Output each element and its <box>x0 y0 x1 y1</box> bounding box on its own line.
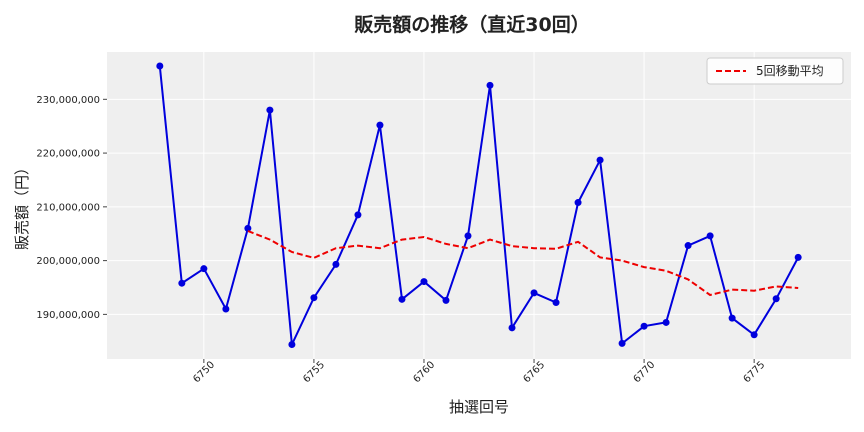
y-tick-label: 210,000,000 <box>36 202 100 213</box>
series-layer <box>156 62 802 349</box>
data-point <box>200 265 208 273</box>
data-point <box>376 121 384 129</box>
data-point <box>772 295 780 303</box>
x-tick-label: 6770 <box>632 359 658 385</box>
x-tick-label: 6765 <box>521 359 547 385</box>
data-point <box>244 224 252 232</box>
data-point <box>354 211 362 219</box>
data-point <box>310 294 318 302</box>
data-point <box>288 340 296 348</box>
data-point <box>750 331 758 339</box>
data-point <box>662 318 670 326</box>
chart-title: 販売額の推移（直近30回） <box>354 13 589 36</box>
x-tick-label: 6755 <box>301 359 327 385</box>
y-tick-label: 190,000,000 <box>36 310 100 321</box>
x-tick-label: 6760 <box>411 359 437 385</box>
data-point <box>530 289 538 297</box>
data-point <box>442 296 450 304</box>
data-point <box>420 278 428 286</box>
data-point <box>794 253 802 261</box>
legend: 5回移動平均 <box>706 57 844 85</box>
plot-area <box>107 52 851 359</box>
series-line-sales <box>158 65 800 349</box>
y-axis-label: 販売額（円） <box>13 160 31 250</box>
data-point <box>398 295 406 303</box>
data-point <box>640 322 648 330</box>
y-tick-label: 230,000,000 <box>36 95 100 106</box>
legend-label-moving-average: 5回移動平均 <box>756 64 824 78</box>
data-point <box>552 299 560 307</box>
data-point <box>156 62 164 70</box>
data-point <box>684 242 692 250</box>
data-point <box>596 156 604 164</box>
data-point <box>706 232 714 240</box>
y-tick-label: 220,000,000 <box>36 149 100 160</box>
data-point <box>266 106 274 114</box>
data-point <box>574 199 582 207</box>
x-axis-label: 抽選回号 <box>449 398 509 416</box>
data-point <box>486 81 494 89</box>
grid-lines <box>107 52 851 359</box>
data-point <box>464 232 472 240</box>
x-tick-label: 6750 <box>191 359 217 385</box>
data-point <box>222 305 230 313</box>
y-tick-label: 200,000,000 <box>36 256 100 267</box>
data-point <box>728 314 736 322</box>
data-point <box>508 324 516 332</box>
data-point <box>618 339 626 347</box>
legend-box <box>706 57 844 85</box>
data-point <box>332 260 340 268</box>
data-point <box>178 279 186 287</box>
x-tick-label: 6775 <box>742 359 768 385</box>
series-line-moving-average <box>247 230 799 297</box>
